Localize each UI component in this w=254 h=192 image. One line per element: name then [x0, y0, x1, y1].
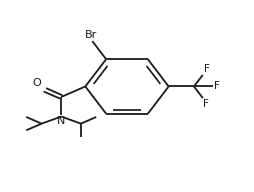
Text: F: F — [203, 99, 209, 109]
Text: Br: Br — [85, 30, 97, 40]
Text: O: O — [33, 78, 41, 88]
Text: N: N — [57, 116, 66, 126]
Text: F: F — [204, 64, 210, 74]
Text: F: F — [214, 81, 220, 91]
